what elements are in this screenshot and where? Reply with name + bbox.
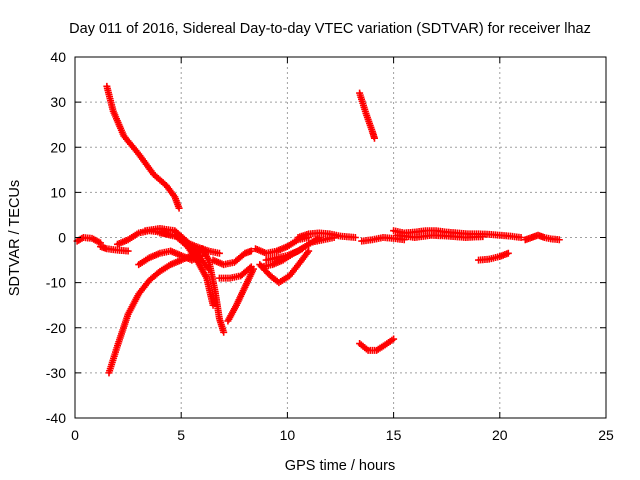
y-tick-label: 10 [50,184,66,200]
y-tick-label: -10 [46,275,66,291]
data-point [351,234,359,241]
data-point [247,247,255,255]
y-axis-label: SDTVAR / TECUs [7,180,23,296]
x-tick-label: 15 [386,427,402,443]
series-arc-13 [224,265,257,325]
series-arc-22 [358,234,408,245]
data-point [517,234,525,241]
series-arc-25 [475,249,512,264]
x-tick-label: 25 [598,427,614,443]
data-point [479,233,487,241]
x-tick-label: 10 [280,427,296,443]
data-point [555,236,563,244]
y-tick-label: 30 [50,94,66,110]
series-arc-16 [262,234,323,264]
x-tick-label: 5 [177,427,185,443]
x-axis-label: GPS time / hours [285,458,395,474]
x-tick-label: 0 [71,427,79,443]
y-tick-label: -20 [46,320,66,336]
data-point [220,328,228,336]
series-arc-17 [256,247,313,287]
data-point [124,247,132,255]
series-arc-12 [215,263,255,282]
data-point [305,247,313,255]
series-arc-24 [394,231,487,241]
series-arc-01 [73,234,104,247]
chart-title: Day 011 of 2016, Sidereal Day-to-day VTE… [69,21,591,37]
data-point [215,249,223,257]
data-point [330,234,338,241]
series-arc-04 [105,256,185,377]
series-arc-11 [209,247,255,269]
data-point [504,249,512,257]
series-arc-02 [96,243,132,255]
data-series [73,82,563,377]
data-point [370,134,378,142]
y-tick-label: 40 [50,49,66,65]
x-tick-label: 20 [492,427,508,443]
series-arc-21 [356,335,398,354]
y-tick-label: 20 [50,139,66,155]
data-point [390,335,398,343]
series-arc-09 [177,245,228,336]
axis-ticks: 0 5 10 15 20 25 -40 -30 -20 -10 0 10 20 30 40 [46,49,614,443]
series-arc-19 [309,234,338,246]
series-arc-10 [181,238,223,257]
series-arc-26 [521,231,563,244]
series-arc-03 [103,82,183,212]
data-point [249,265,257,273]
data-point [209,301,217,309]
y-tick-label: -30 [46,365,66,381]
series-arc-20 [356,89,378,142]
y-tick-label: 0 [58,230,66,246]
data-point [175,204,183,212]
y-tick-label: -40 [46,410,66,426]
